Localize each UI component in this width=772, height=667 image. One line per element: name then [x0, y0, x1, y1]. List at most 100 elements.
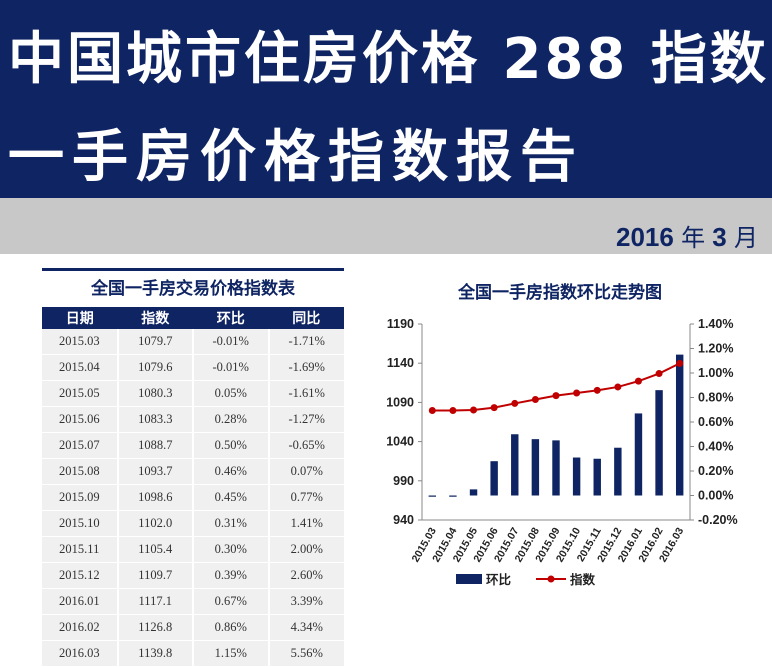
cell-index: 1080.3: [117, 380, 194, 407]
bar-mom: [531, 439, 540, 496]
y-right-tick-label: 0.80%: [698, 391, 733, 405]
table-title: 全国一手房交易价格指数表: [91, 279, 295, 299]
table-row: 2015.12 1109.7 0.39% 2.60%: [42, 562, 344, 589]
cell-mom: -0.01%: [193, 329, 270, 355]
point-index: [428, 406, 436, 414]
bar-mom: [675, 354, 684, 496]
report-year-unit: 年: [681, 224, 706, 252]
cell-mom: 0.31%: [193, 510, 270, 537]
y-right-tick-label: 1.40%: [698, 317, 733, 331]
bar-mom: [614, 447, 622, 496]
point-index: [593, 386, 601, 394]
point-index: [634, 377, 642, 385]
cell-mom: 0.67%: [193, 588, 270, 615]
cell-mom: -0.01%: [193, 354, 270, 381]
col-header-mom: 环比: [193, 307, 269, 329]
cell-index: 1079.6: [117, 354, 194, 381]
line-index: [432, 362, 681, 412]
report-month: 3: [712, 222, 727, 252]
cell-date: 2015.03: [42, 329, 119, 355]
cell-yoy: 0.77%: [268, 484, 344, 511]
index-table: 日期 指数 环比 同比 2015.03 1079.7 -0.01% -1.71% 201…: [42, 307, 344, 667]
report-title-line1: 中国城市住房价格 288 指数: [8, 27, 769, 92]
cell-date: 2016.02: [42, 614, 119, 641]
cell-mom: 0.05%: [193, 380, 270, 407]
cell-index: 1088.7: [117, 432, 194, 459]
point-index: [490, 404, 498, 412]
cell-yoy: -1.27%: [268, 406, 344, 433]
chart-title: 全国一手房指数环比走势图: [458, 283, 662, 303]
point-index: [573, 389, 581, 397]
cell-index: 1105.4: [117, 536, 194, 563]
y-left-tick-label: 1140: [387, 356, 414, 370]
legend-label-mom: 环比: [486, 572, 512, 587]
cell-date: 2015.05: [42, 380, 119, 407]
col-header-index: 指数: [117, 307, 193, 329]
col-header-date: 日期: [42, 307, 118, 329]
cell-date: 2015.08: [42, 458, 119, 485]
cell-yoy: 4.34%: [268, 614, 344, 641]
point-index: [614, 383, 622, 391]
table-row: 2016.03 1139.8 1.15% 5.56%: [42, 640, 344, 667]
cell-date: 2016.01: [42, 588, 119, 615]
table-row: 2015.09 1098.6 0.45% 0.77%: [42, 484, 344, 511]
cell-mom: 0.50%: [193, 432, 270, 459]
cell-mom: 0.39%: [193, 562, 270, 589]
table-row: 2016.01 1117.1 0.67% 3.39%: [42, 588, 344, 615]
point-index: [552, 392, 560, 400]
y-right-tick-label: 0.20%: [698, 464, 733, 478]
cell-mom: 0.28%: [193, 406, 270, 433]
y-right-tick-label: 0.60%: [698, 415, 733, 429]
table-row: 2015.08 1093.7 0.46% 0.07%: [42, 458, 344, 485]
cell-yoy: 2.00%: [268, 536, 344, 563]
y-right-tick-label: 1.00%: [698, 366, 733, 380]
cell-index: 1079.7: [117, 329, 194, 355]
y-right-tick-label: 0.00%: [698, 489, 733, 503]
table-row: 2015.06 1083.3 0.28% -1.27%: [42, 406, 344, 433]
cell-yoy: -0.65%: [268, 432, 344, 459]
bar-mom: [593, 458, 601, 496]
legend-marker-index: [547, 575, 555, 583]
point-index: [470, 406, 478, 414]
table-row: 2015.05 1080.3 0.05% -1.61%: [42, 380, 344, 407]
cell-index: 1139.8: [117, 640, 194, 667]
y-right-tick-label: 1.20%: [698, 342, 733, 356]
cell-yoy: 0.07%: [268, 458, 344, 485]
y-left-tick-label: 1090: [386, 395, 414, 409]
bar-mom: [655, 390, 663, 496]
y-right-tick-label: 0.40%: [698, 440, 733, 454]
bar-mom: [449, 495, 457, 497]
report-date: 2016 年 3 月: [616, 218, 758, 253]
bar-mom: [490, 461, 498, 496]
cell-index: 1126.8: [117, 614, 194, 641]
table-row: 2015.07 1088.7 0.50% -0.65%: [42, 432, 344, 459]
point-index: [511, 399, 519, 407]
cell-date: 2015.04: [42, 354, 119, 381]
report-year: 2016: [615, 222, 674, 252]
y-right-tick-label: -0.20%: [698, 513, 738, 527]
table-top-rule: [42, 268, 344, 271]
table-row: 2015.03 1079.7 -0.01% -1.71%: [42, 329, 344, 355]
cell-date: 2015.10: [42, 510, 119, 537]
cell-index: 1083.3: [117, 406, 194, 433]
cell-date: 2015.11: [42, 536, 119, 563]
cell-mom: 0.86%: [193, 614, 270, 641]
table-row: 2016.02 1126.8 0.86% 4.34%: [42, 614, 344, 641]
cell-index: 1117.1: [117, 588, 194, 615]
cell-mom: 0.30%: [193, 536, 270, 563]
cell-yoy: 2.60%: [268, 562, 344, 589]
bar-mom: [469, 489, 478, 496]
cell-date: 2015.12: [42, 562, 119, 589]
cell-yoy: 3.39%: [268, 588, 344, 615]
table-row: 2015.11 1105.4 0.30% 2.00%: [42, 536, 344, 563]
cell-date: 2016.03: [42, 640, 119, 667]
report-title-line2: 一手房价格指数报告: [8, 125, 584, 190]
date-bar: [0, 198, 772, 254]
bar-mom: [511, 434, 519, 496]
cell-date: 2015.09: [42, 484, 119, 511]
table-row: 2015.04 1079.6 -0.01% -1.69%: [42, 354, 344, 381]
bar-mom: [428, 495, 437, 497]
legend-swatch-mom: [456, 574, 482, 584]
report-month-unit: 月: [734, 224, 758, 252]
y-left-tick-label: 940: [393, 513, 414, 527]
